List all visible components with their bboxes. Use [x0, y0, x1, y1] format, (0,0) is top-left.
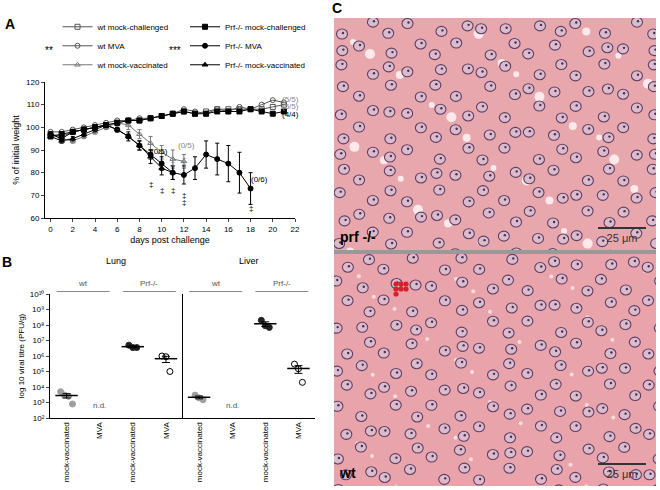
svg-text:MVA: MVA — [228, 422, 237, 439]
svg-text:10⁷: 10⁷ — [33, 336, 45, 345]
svg-text:‡: ‡ — [182, 155, 186, 164]
svg-text:10³: 10³ — [33, 398, 45, 407]
svg-text:‡: ‡ — [160, 186, 164, 195]
svg-text:mock-vaccinated: mock-vaccinated — [261, 422, 270, 482]
svg-text:‡: ‡ — [182, 198, 186, 207]
svg-text:100: 100 — [26, 123, 40, 132]
svg-text:60: 60 — [30, 214, 39, 223]
svg-text:Prf-/-: Prf-/- — [273, 279, 291, 288]
svg-text:‡: ‡ — [249, 204, 253, 213]
svg-text:‡: ‡ — [182, 191, 186, 200]
svg-text:4: 4 — [93, 225, 98, 234]
svg-text:MVA: MVA — [162, 422, 171, 439]
svg-text:n.d.: n.d. — [93, 401, 106, 410]
svg-text:18: 18 — [246, 225, 255, 234]
svg-text:(5/5): (5/5) — [282, 95, 299, 104]
svg-text:mock-vaccinated: mock-vaccinated — [128, 422, 137, 482]
svg-text:16: 16 — [224, 225, 233, 234]
svg-text:10¹⁰: 10¹⁰ — [30, 290, 45, 299]
svg-text:Liver: Liver — [239, 256, 259, 266]
svg-text:25 μm: 25 μm — [607, 468, 638, 480]
svg-text:10⁴: 10⁴ — [32, 383, 45, 392]
svg-text:‡: ‡ — [182, 161, 186, 170]
svg-text:10⁸: 10⁸ — [32, 321, 44, 330]
svg-text:wt mock-vaccinated: wt mock-vaccinated — [97, 61, 168, 70]
svg-text:(4/4): (4/4) — [282, 110, 299, 119]
svg-text:‡: ‡ — [171, 186, 175, 195]
svg-text:MVA: MVA — [95, 422, 104, 439]
svg-text:Prf-/-: Prf-/- — [140, 279, 158, 288]
svg-text:wt: wt — [211, 279, 221, 288]
svg-text:12: 12 — [179, 225, 188, 234]
svg-text:10⁹: 10⁹ — [32, 305, 44, 314]
svg-text:wt MVA: wt MVA — [97, 42, 126, 51]
svg-text:25 μm: 25 μm — [607, 232, 638, 244]
svg-text:70: 70 — [30, 191, 39, 200]
svg-text:0: 0 — [48, 225, 53, 234]
svg-text:120: 120 — [26, 78, 40, 87]
svg-text:10⁵: 10⁵ — [32, 367, 44, 376]
svg-text:mock-vaccinated: mock-vaccinated — [62, 422, 71, 482]
svg-text:Prf-/- mock-challenged: Prf-/- mock-challenged — [225, 23, 305, 32]
svg-text:(0/5): (0/5) — [178, 141, 195, 150]
svg-text:‡: ‡ — [149, 180, 153, 189]
svg-text:Prf-/- mock-vaccinated: Prf-/- mock-vaccinated — [225, 61, 305, 70]
svg-text:14: 14 — [202, 225, 211, 234]
svg-text:% of initial weight: % of initial weight — [11, 115, 21, 185]
svg-text:2: 2 — [71, 225, 76, 234]
svg-text:days post challenge: days post challenge — [130, 235, 210, 245]
svg-text:(0/5): (0/5) — [151, 147, 168, 156]
svg-text:wt: wt — [78, 279, 88, 288]
svg-text:***: *** — [169, 45, 181, 56]
svg-text:wt mock-challenged: wt mock-challenged — [97, 23, 169, 32]
svg-text:6: 6 — [115, 225, 120, 234]
svg-text:A: A — [5, 16, 15, 32]
svg-text:22: 22 — [291, 225, 300, 234]
svg-text:C: C — [332, 0, 342, 16]
svg-text:Lung: Lung — [106, 256, 126, 266]
svg-text:B: B — [2, 254, 12, 270]
svg-text:(0/6): (0/6) — [251, 175, 268, 184]
svg-text:10²: 10² — [33, 414, 45, 423]
svg-text:**: ** — [45, 45, 53, 56]
svg-text:8: 8 — [137, 225, 142, 234]
svg-text:10: 10 — [157, 225, 166, 234]
svg-text:wt: wt — [339, 465, 356, 481]
svg-text:Prf-/- MVA: Prf-/- MVA — [225, 42, 262, 51]
svg-text:80: 80 — [30, 168, 39, 177]
svg-text:(5/5): (5/5) — [282, 102, 299, 111]
svg-text:110: 110 — [27, 100, 40, 109]
svg-text:‡: ‡ — [171, 159, 175, 168]
svg-text:MVA: MVA — [294, 422, 303, 439]
svg-text:n.d.: n.d. — [226, 401, 239, 410]
svg-text:log 10 viral titre (PFU/g): log 10 viral titre (PFU/g) — [17, 313, 26, 398]
svg-text:10⁶: 10⁶ — [32, 352, 44, 361]
svg-text:90: 90 — [30, 146, 39, 155]
svg-text:20: 20 — [268, 225, 277, 234]
svg-text:prf -/-: prf -/- — [340, 229, 376, 245]
svg-text:mock-vaccinated: mock-vaccinated — [195, 422, 204, 482]
